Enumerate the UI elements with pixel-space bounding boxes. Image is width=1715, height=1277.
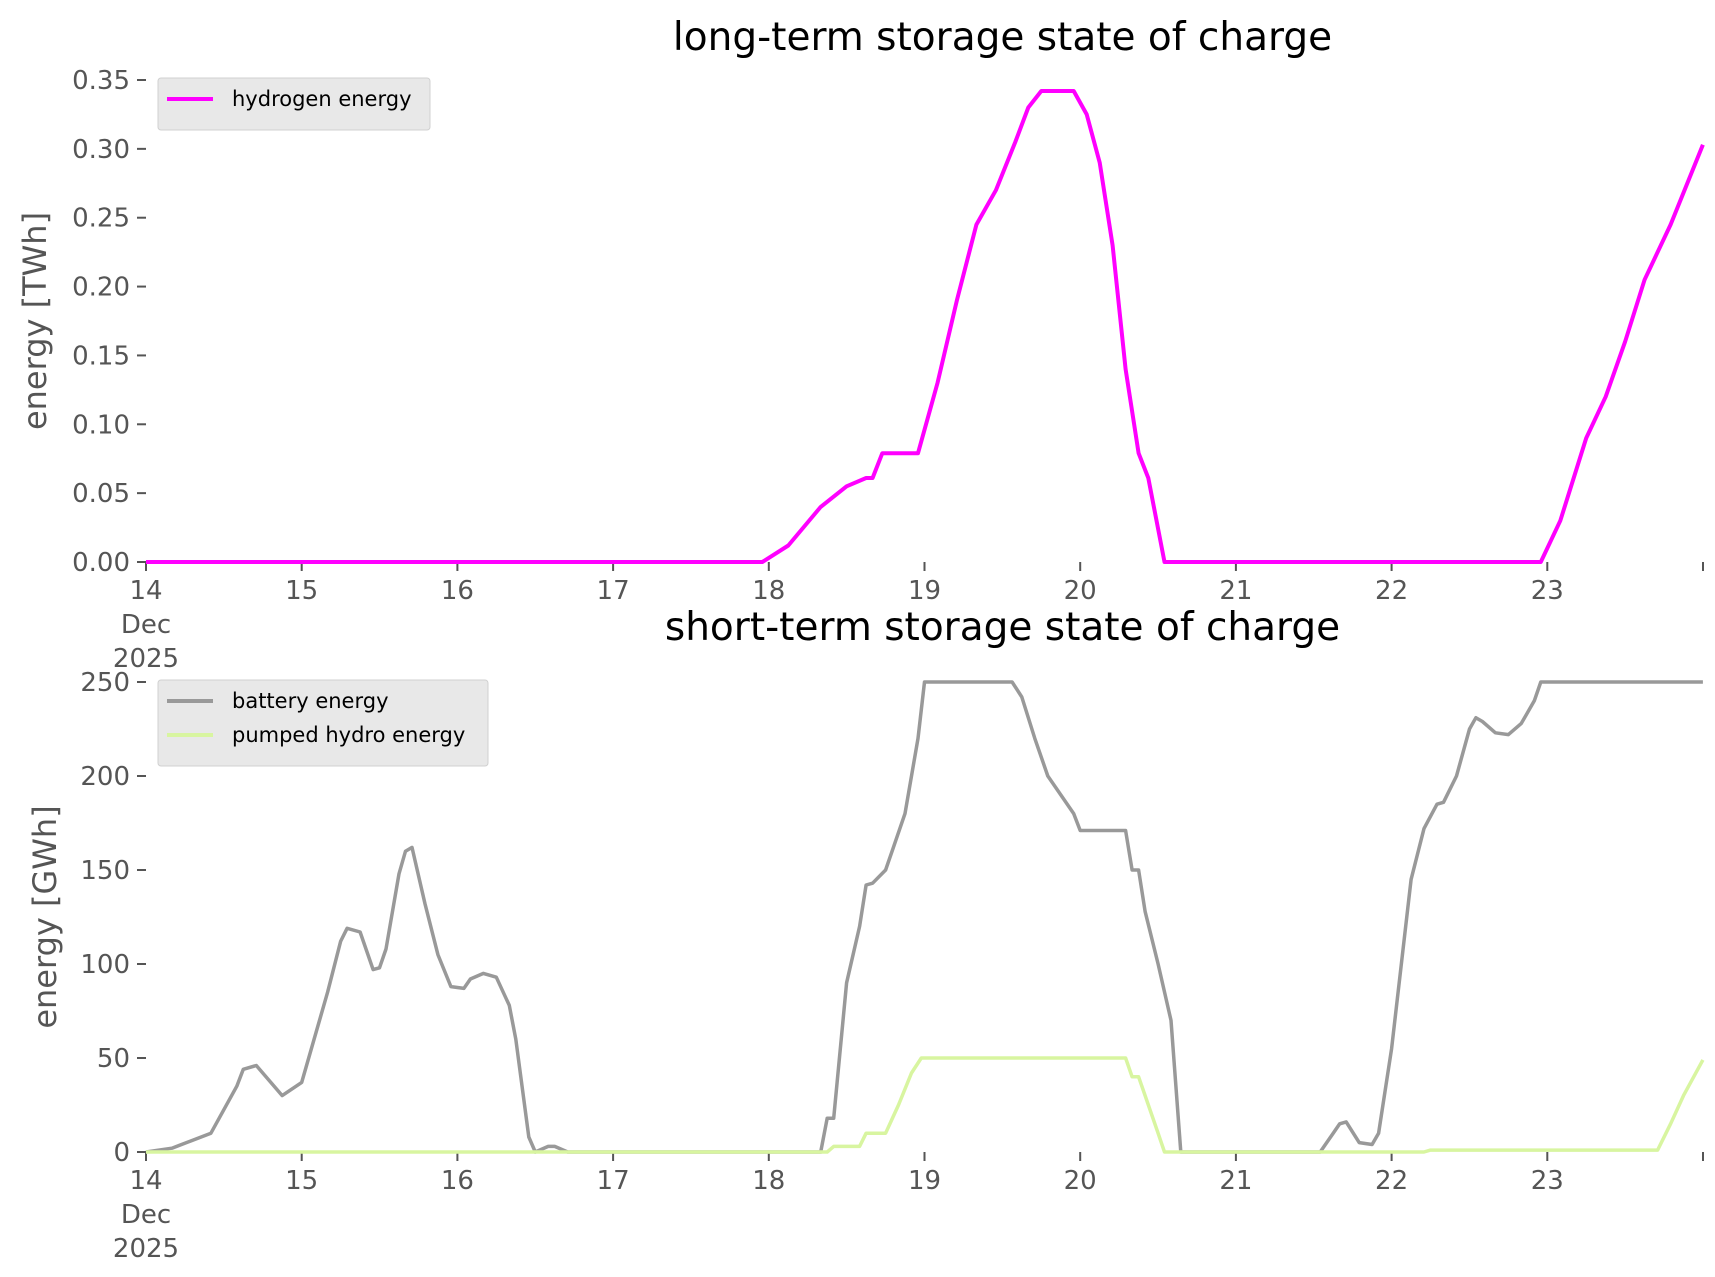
y-tick-label: 0.25 bbox=[72, 204, 130, 234]
x-tick-label: 16 bbox=[441, 576, 474, 606]
x-tick-label: 20 bbox=[1064, 576, 1097, 606]
series-line-2 bbox=[146, 1056, 1705, 1154]
legend-box bbox=[157, 77, 431, 131]
legend: hydrogen energy bbox=[157, 77, 431, 131]
y-tick-label: 150 bbox=[80, 856, 130, 886]
y-tick-label: 0.10 bbox=[72, 410, 130, 440]
x-tick-label: 16 bbox=[441, 1166, 474, 1196]
legend-label: pumped hydro energy bbox=[232, 723, 465, 747]
y-tick-label: 200 bbox=[80, 762, 130, 792]
x-tick-label: 18 bbox=[752, 1166, 785, 1196]
y-tick-label: 250 bbox=[80, 668, 130, 698]
legend-box bbox=[157, 679, 489, 767]
x-tick-label: 15 bbox=[285, 576, 318, 606]
y-axis-label: energy [GWh] bbox=[26, 805, 64, 1028]
y-tick-label: 0.05 bbox=[72, 479, 130, 509]
y-tick-label: 0.20 bbox=[72, 273, 130, 303]
legend-label: battery energy bbox=[232, 689, 389, 713]
x-tick-sublabel: Dec bbox=[121, 610, 171, 640]
y-tick-label: 0.30 bbox=[72, 135, 130, 165]
x-tick-label: 20 bbox=[1064, 1166, 1097, 1196]
x-tick-label: 22 bbox=[1375, 576, 1408, 606]
x-tick-label: 21 bbox=[1219, 1166, 1252, 1196]
chart-title: short-term storage state of charge bbox=[665, 605, 1340, 650]
legend: battery energy pumped hydro energy bbox=[157, 679, 489, 767]
x-tick-sublabel: 2025 bbox=[113, 1234, 179, 1264]
y-tick-label: 0 bbox=[113, 1138, 130, 1168]
y-tick-label: 50 bbox=[97, 1044, 130, 1074]
x-tick-label: 23 bbox=[1531, 1166, 1564, 1196]
x-tick-label: 19 bbox=[908, 576, 941, 606]
x-tick-label: 18 bbox=[752, 576, 785, 606]
x-tick-sublabel: 2025 bbox=[113, 644, 179, 674]
x-tick-label: 17 bbox=[597, 1166, 630, 1196]
y-tick-label: 0.15 bbox=[72, 341, 130, 371]
chart-panel-2: short-term storage state of charge energy… bbox=[26, 605, 1705, 1264]
y-axis-label: energy [TWh] bbox=[16, 212, 54, 430]
chart-title: long-term storage state of charge bbox=[673, 15, 1332, 60]
x-tick-label: 14 bbox=[129, 576, 162, 606]
x-tick-label: 22 bbox=[1375, 1166, 1408, 1196]
y-tick-label: 100 bbox=[80, 950, 130, 980]
series-line-1 bbox=[145, 680, 1703, 1154]
y-tick-label: 0.35 bbox=[72, 66, 130, 96]
x-tick-label: 15 bbox=[285, 1166, 318, 1196]
x-tick-label: 19 bbox=[908, 1166, 941, 1196]
x-tick-label: 17 bbox=[597, 576, 630, 606]
legend-label: hydrogen energy bbox=[232, 87, 412, 111]
x-tick-sublabel: Dec bbox=[121, 1200, 171, 1230]
chart-panel-1: long-term storage state of charge energy … bbox=[16, 15, 1705, 674]
x-tick-label: 21 bbox=[1219, 576, 1252, 606]
y-tick-label: 0.00 bbox=[72, 548, 130, 578]
x-tick-label: 23 bbox=[1531, 576, 1564, 606]
series-line-1 bbox=[146, 89, 1705, 564]
x-tick-label: 14 bbox=[129, 1166, 162, 1196]
